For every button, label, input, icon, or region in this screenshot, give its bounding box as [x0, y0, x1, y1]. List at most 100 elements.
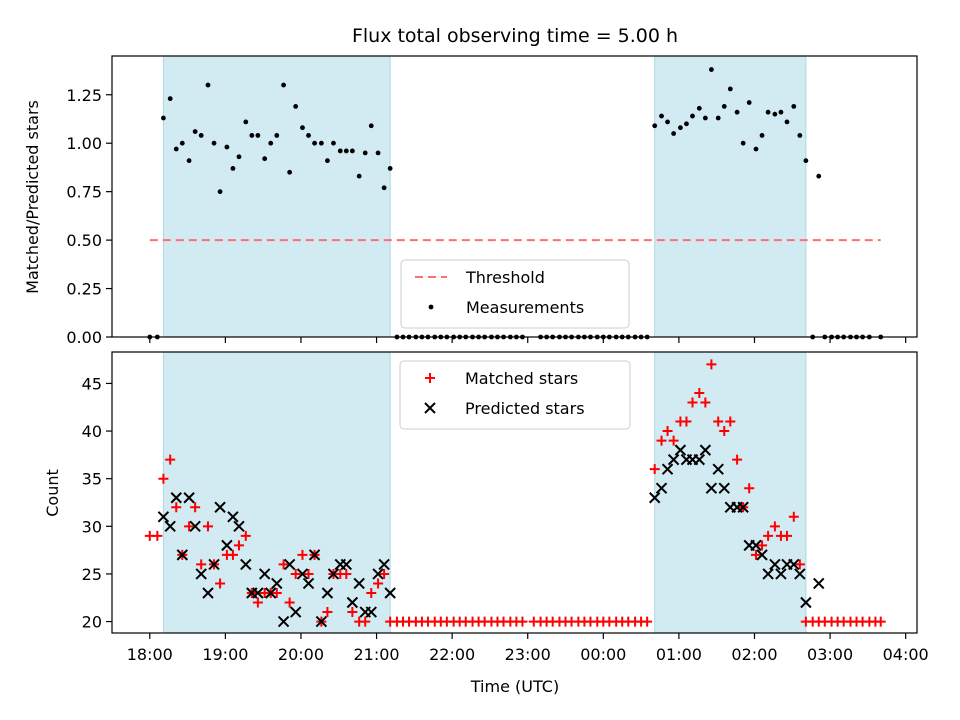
measurement-point [167, 96, 173, 102]
matched-stars-point [668, 435, 679, 446]
predicted-stars-point [378, 558, 390, 571]
measurement-point [325, 158, 330, 164]
measurement-point [684, 121, 689, 127]
measurement-point [696, 105, 702, 111]
predicted-stars-point [258, 568, 271, 580]
matched-stars-point [202, 521, 213, 532]
matched-stars-point [744, 483, 755, 494]
predicted-stars-point [164, 520, 176, 533]
matched-stars-point [227, 549, 238, 560]
top-axes-frame [111, 55, 918, 338]
predicted-stars-point [693, 453, 706, 466]
top-shaded-interval-1 [654, 55, 807, 338]
predicted-stars-point [661, 463, 674, 475]
predicted-stars-point [170, 492, 182, 504]
legend-predicted-swatch [424, 402, 436, 414]
measurement-point [186, 158, 192, 164]
matched-stars-point [681, 416, 692, 427]
x-tick-label: 02:00 [731, 645, 777, 664]
measurement-point [343, 148, 349, 154]
x-tick-label: 01:00 [656, 645, 702, 664]
matched-stars-point [642, 616, 653, 627]
measurement-point [375, 150, 381, 156]
matched-stars-point [290, 568, 301, 579]
matched-stars-point [271, 587, 282, 598]
matched-stars-point [794, 559, 805, 570]
predicted-stars-point [321, 587, 334, 599]
x-tick-label: 20:00 [278, 645, 324, 664]
bottom-y-tick-label: 20 [82, 613, 102, 632]
measurement-point [765, 109, 771, 115]
measurement-point [659, 113, 664, 119]
legend-label: Predicted stars [465, 399, 585, 418]
predicted-stars-point [315, 615, 328, 628]
predicted-stars-point [308, 549, 321, 561]
x-tick-label: 19:00 [202, 645, 248, 664]
measurement-point [715, 115, 721, 121]
bottom-y-tick-label: 35 [82, 470, 102, 489]
measurement-point [678, 125, 683, 131]
measurement-point [797, 133, 803, 138]
matched-stars-point [347, 607, 358, 618]
measurement-point [173, 146, 179, 152]
measurement-point [721, 103, 727, 109]
measurement-point [734, 109, 740, 115]
predicted-stars-point [762, 568, 774, 580]
measurement-point [160, 115, 166, 121]
top-y-tick-label: 1.00 [66, 134, 102, 153]
top-panel: 0.00 0.25 0.50 0.75 1.00 1.25 [66, 55, 918, 347]
top-y-axis-label: Matched/Predicted stars [23, 100, 42, 294]
measurement-point [740, 140, 746, 146]
top-y-tick-label: 0.75 [66, 183, 102, 202]
predicted-stars-point [750, 539, 762, 552]
top-legend-box [400, 259, 630, 329]
predicted-stars-point [372, 568, 384, 580]
matched-stars-point [662, 426, 673, 437]
measurement-point [179, 140, 185, 146]
measurement-point [205, 82, 211, 88]
predicted-stars-point [800, 596, 812, 609]
measurement-point [356, 173, 362, 179]
matched-stars-point [656, 435, 667, 446]
matched-stars-point [649, 464, 660, 475]
matched-stars-point [366, 587, 377, 598]
matched-stars-point [517, 616, 528, 627]
measurement-point [759, 133, 765, 138]
measurement-point [312, 140, 317, 146]
measurement-point [211, 140, 217, 146]
measurement-point [318, 140, 324, 146]
measurement-point [665, 119, 670, 125]
predicted-stars-point [788, 558, 800, 571]
predicted-stars-point [195, 568, 207, 580]
bottom-panel: 20 25 30 35 40 45 18:00 19:00 20:00 21:00 22:00 23:… [82, 351, 929, 664]
predicted-stars-point [289, 606, 302, 618]
predicted-stars-point [271, 577, 283, 590]
measurement-point [224, 144, 230, 150]
predicted-stars-point [737, 501, 749, 513]
bottom-y-tick-label: 45 [82, 374, 102, 393]
measurement-point [337, 148, 343, 154]
predicted-stars-point [674, 444, 687, 456]
matched-stars-point [379, 568, 390, 579]
measurement-point [255, 133, 261, 138]
matched-stars-point [322, 607, 333, 618]
measurement-point [192, 129, 198, 134]
top-shaded-interval-0 [162, 55, 391, 338]
measurement-point [331, 140, 336, 146]
matched-stars-point [278, 559, 289, 570]
matched-stars-point [303, 568, 314, 579]
predicted-stars-point [252, 587, 264, 599]
top-y-tick-label: 0.50 [66, 231, 102, 250]
predicted-stars-point [718, 482, 730, 494]
measurement-point [198, 133, 204, 138]
matched-stars-point [769, 521, 780, 532]
measurement-point [702, 115, 708, 121]
matched-stars-point [360, 616, 371, 627]
predicted-stars-point [340, 558, 353, 571]
predicted-stars-point [233, 520, 245, 533]
top-y-tick-label: 1.25 [66, 86, 102, 105]
measurement-point [230, 166, 236, 171]
predicted-stars-point [265, 587, 277, 599]
legend-measurements-swatch [428, 304, 434, 310]
bottom-y-tick-label: 30 [82, 517, 102, 536]
